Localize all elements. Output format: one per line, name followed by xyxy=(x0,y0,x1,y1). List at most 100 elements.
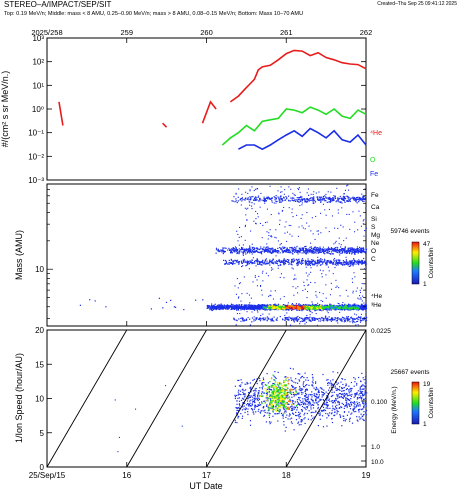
mass-event-dot xyxy=(263,198,265,200)
mass-event-dot xyxy=(314,201,316,203)
mass-core-dot xyxy=(295,304,298,307)
mass-event-dot xyxy=(292,261,294,263)
mass-event-dot xyxy=(329,303,331,305)
mass-event-dot xyxy=(208,306,211,308)
mass-event-dot xyxy=(312,233,314,235)
mass-event-dot xyxy=(344,320,346,322)
mass-event-dot xyxy=(354,252,356,254)
mass-event-dot xyxy=(339,195,341,198)
mass-event-dot xyxy=(270,214,272,216)
mass-event-dot xyxy=(255,198,257,200)
mass-event-dot xyxy=(330,200,332,202)
speed-event-dot xyxy=(272,382,274,385)
mass-event-dot xyxy=(271,261,273,263)
mass-core-dot xyxy=(332,307,335,310)
mass-event-dot xyxy=(317,233,319,235)
speed-event-dot xyxy=(234,396,236,398)
mass-event-dot xyxy=(244,248,246,250)
mass-event-dot xyxy=(297,251,299,254)
mass-event-dot xyxy=(245,253,247,255)
mass-core-dot xyxy=(344,307,346,309)
mass-event-dot xyxy=(349,318,351,320)
mass-event-dot xyxy=(257,216,259,218)
mass-event-dot xyxy=(252,257,254,259)
mass-event-dot xyxy=(365,249,367,251)
mass-event-dot xyxy=(266,263,268,265)
mass-core-dot xyxy=(271,304,274,307)
mass-event-dot xyxy=(360,297,362,299)
mass-event-dot xyxy=(266,246,268,248)
mass-event-dot xyxy=(262,305,264,307)
mass-event-dot xyxy=(322,300,324,302)
mass-event-dot xyxy=(248,262,250,264)
mass-event-dot xyxy=(231,252,233,254)
mass-event-dot xyxy=(305,317,307,319)
mass-event-dot xyxy=(272,268,274,270)
mass-event-dot xyxy=(345,318,347,320)
mass-event-dot xyxy=(264,198,266,200)
mass-event-dot xyxy=(296,199,299,201)
mass-event-dot xyxy=(242,252,244,254)
speed-event-dot xyxy=(258,402,261,404)
mass-event-dot xyxy=(239,282,241,284)
mass-event-dot xyxy=(284,319,286,321)
mass-event-dot xyxy=(319,304,321,306)
mass-event-dot xyxy=(259,320,262,322)
mass-event-dot xyxy=(285,251,287,253)
mass-event-dot xyxy=(326,262,328,265)
mass-event-dot xyxy=(350,249,352,251)
mass-event-dot xyxy=(301,317,303,319)
mass-event-dot xyxy=(330,309,332,311)
mass-event-dot xyxy=(263,304,265,307)
mass-event-dot xyxy=(290,263,292,265)
mass-event-dot xyxy=(252,195,254,198)
mass-event-dot xyxy=(261,264,263,266)
mass-core-dot xyxy=(355,307,358,309)
mass-event-dot xyxy=(212,305,214,307)
mass-core-dot xyxy=(323,307,326,310)
mass-event-dot xyxy=(339,259,341,261)
speed-event-dot xyxy=(269,407,271,409)
mass-event-dot xyxy=(230,262,232,264)
mass-core-dot xyxy=(266,307,269,309)
mass-event-dot xyxy=(286,231,288,233)
mass-event-dot xyxy=(306,251,308,253)
mass-event-dot xyxy=(242,199,244,201)
mass-event-dot xyxy=(295,247,297,249)
mass-event-dot xyxy=(268,251,270,253)
mass-core-dot xyxy=(347,307,350,310)
mass-event-dot xyxy=(256,258,258,260)
mass-event-dot xyxy=(283,261,285,263)
mass-event-dot xyxy=(293,199,295,201)
mass-event-dot xyxy=(254,276,256,278)
mass-event-dot xyxy=(262,259,264,261)
mass-event-dot xyxy=(253,316,255,318)
mass-event-dot xyxy=(260,261,263,263)
mass-event-dot xyxy=(259,206,261,208)
mass-event-dot xyxy=(327,248,329,250)
mass-event-dot xyxy=(355,260,357,262)
mass-event-dot xyxy=(299,305,301,307)
plot-title: STEREO–A/IMPACT/SEP/SIT xyxy=(4,0,112,9)
mass-event-dot xyxy=(224,250,226,253)
mass-event-dot xyxy=(238,296,240,298)
mass-event-dot xyxy=(228,249,231,251)
mass-event-dot xyxy=(284,304,286,307)
mass-event-dot xyxy=(358,259,360,261)
top-series-lines xyxy=(58,49,367,151)
mass-event-dot xyxy=(276,260,278,262)
mass-event-dot xyxy=(283,250,285,253)
mass-event-dot xyxy=(335,240,337,242)
mass-event-dot xyxy=(363,219,365,221)
mass-event-dot xyxy=(365,263,367,265)
mass-core-dot xyxy=(266,306,268,308)
mass-event-dot xyxy=(320,260,322,263)
mass-event-dot xyxy=(340,262,342,264)
mass-event-dot xyxy=(355,197,357,199)
mass-core-dot xyxy=(288,305,290,307)
mass-event-dot xyxy=(282,209,284,211)
mass-event-dot xyxy=(267,305,269,307)
mass-event-dot xyxy=(262,249,264,251)
mass-event-dot xyxy=(217,250,219,252)
